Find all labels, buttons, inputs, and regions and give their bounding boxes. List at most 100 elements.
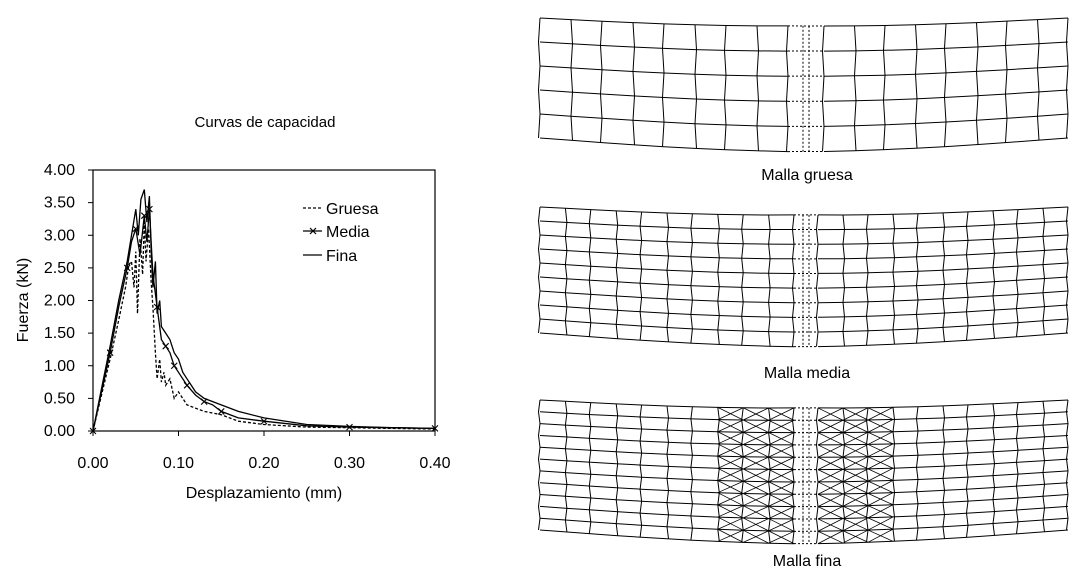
mesh-line-diag [817, 530, 844, 544]
data-point-media [260, 417, 268, 425]
mesh-line-diag [743, 530, 769, 543]
mesh-line-v-left [564, 401, 568, 532]
mesh-line-v-left [717, 214, 720, 345]
mesh-line-diag [817, 493, 844, 507]
mesh-line-v-left [690, 213, 693, 344]
data-point-media [183, 381, 191, 389]
mesh-line-v-left [615, 403, 619, 536]
mesh-line-h-right [823, 89, 1069, 102]
mesh-line-h-left [539, 529, 795, 545]
mesh-line-diag [867, 419, 894, 433]
mesh-line-diag [768, 407, 795, 421]
mesh-line-v-right [1004, 21, 1008, 143]
mesh-line-v-left [639, 211, 643, 341]
mesh-line-diag [867, 516, 894, 531]
mesh-line-diag [867, 455, 894, 470]
mesh-line-h-left [539, 248, 795, 260]
mesh-line-diag [717, 468, 744, 481]
mesh-line-diag [743, 456, 769, 470]
mesh-line-v-left [741, 407, 744, 543]
mesh-line-h-left [539, 482, 795, 495]
mesh-line-v-right [943, 23, 947, 147]
data-point-media [346, 423, 353, 431]
y-tick-label: 4.00 [44, 162, 75, 179]
mesh-line-v-left [768, 214, 771, 347]
mesh-line-diag [842, 493, 869, 507]
mesh-line-diag [717, 480, 744, 494]
legend-label-gruesa: Gruesa [326, 201, 379, 218]
data-point-media [217, 408, 225, 415]
mesh-line-diag [743, 444, 769, 458]
mesh-line-diag [867, 492, 894, 506]
mesh-line-diag [743, 505, 769, 519]
mesh-line-v-right [1042, 208, 1046, 335]
legend-label-media: Media [326, 224, 370, 241]
mesh-line-diag [717, 456, 744, 469]
mesh-line-diag [867, 443, 894, 458]
x-tick-label: 0.00 [77, 455, 108, 472]
mesh-line-v-right [975, 22, 979, 145]
mesh-line-v-left [690, 406, 693, 541]
mesh-line-h-right [817, 482, 1069, 495]
mesh-line-v-right [1065, 399, 1069, 531]
mesh-line-diag [768, 469, 795, 483]
mesh-line-diag [817, 518, 844, 532]
mesh-line-diag [817, 419, 844, 433]
mesh-line-v-right [821, 25, 825, 152]
data-point-media [162, 342, 170, 350]
mesh-line-diag [842, 480, 869, 495]
mesh-line-v-left [661, 23, 665, 147]
mesh-line-v-right [815, 214, 819, 347]
mesh-line-diag [717, 493, 744, 506]
mesh-line-h-right [817, 332, 1069, 348]
mesh-line-diag [717, 444, 744, 457]
mesh-line-diag [768, 506, 795, 519]
mesh-line-diag [768, 493, 795, 507]
mesh-line-diag [768, 456, 795, 470]
mesh-line-diag [842, 444, 869, 458]
data-point-media [170, 362, 178, 370]
mesh-line-diag [717, 419, 744, 433]
mesh-line-v-left [537, 206, 541, 334]
mesh-line-diag [842, 529, 869, 544]
mesh-line-v-left [785, 25, 789, 152]
mesh-line-diag [717, 517, 744, 530]
mesh-line-v-right [915, 406, 919, 541]
mesh-line-v-left [599, 21, 603, 143]
x-tick-label: 0.10 [163, 455, 194, 472]
mesh-line-v-left [615, 210, 619, 339]
mesh-line-h-right [817, 276, 1069, 289]
mesh-line-v-right [815, 407, 819, 544]
y-tick-label: 1.00 [44, 358, 75, 375]
mesh-line-v-right [965, 211, 969, 341]
legend-marker-media [309, 227, 317, 235]
series-line-media [92, 209, 436, 432]
mesh-line-diag [768, 432, 795, 446]
mesh-line-v-left [666, 405, 670, 539]
mesh-line-h-left [539, 137, 789, 153]
mesh-line-diag [768, 419, 795, 433]
mesh-line-diag [842, 505, 869, 519]
mesh-line-diag [768, 444, 795, 458]
mesh-line-diag [817, 456, 844, 470]
mesh-line-diag [743, 469, 769, 482]
mesh-line-diag [867, 431, 894, 445]
plot-area: 0.00 0.10 0.20 0.30 0.40 0.00 0.50 1.00 1.50 2.00… [44, 162, 451, 472]
mesh-label-gruesa: Malla gruesa [761, 167, 853, 184]
y-tick-label: 0.00 [44, 423, 75, 440]
mesh-line-diag [743, 481, 769, 494]
mesh-line-diag [743, 518, 769, 531]
mesh-line-v-left [791, 407, 795, 544]
mesh-line-diag [867, 504, 894, 519]
mesh-line-v-left [564, 208, 568, 335]
mesh-line-diag [867, 406, 894, 421]
chart-title: Curvas de capacidad [195, 114, 336, 131]
mesh-line-v-right [1015, 209, 1019, 337]
series-line-gruesa [92, 222, 436, 432]
mesh-line-diag [717, 407, 744, 420]
mesh-line-h-left [539, 435, 795, 446]
mesh-line-v-right [942, 212, 946, 342]
mesh-line-h-right [817, 248, 1069, 260]
mesh-line-v-left [588, 402, 592, 534]
mesh-line-v-right [853, 25, 857, 151]
